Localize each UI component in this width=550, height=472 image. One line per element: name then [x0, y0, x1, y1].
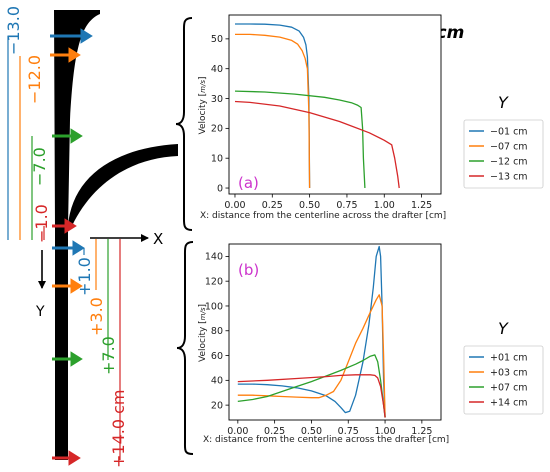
velocity-chart-downstream: 0.00 0.25 0.50 0.75 1.00 1.25 20 40 60 80 100 120 14… [198, 243, 449, 445]
x-axis-label: X [153, 230, 163, 248]
station-arrow-p3 [52, 278, 83, 294]
station-label-m13: −13.0 [4, 6, 23, 55]
plot-area [228, 14, 442, 195]
station-arrow-m1 [52, 218, 77, 234]
series-line [234, 90, 366, 189]
drafter-side-branch [68, 144, 178, 226]
drafter-diagram: X Y −13.0 −12.0 −7.0 −1.0 +1.0 +3.0 +7.0… [4, 6, 178, 468]
station-arrow-m7 [52, 128, 83, 144]
series-line [235, 33, 311, 189]
x-tick-label: 0.25 [262, 200, 283, 211]
y-tick-label: 120 [205, 276, 223, 287]
y-tick-label: 60 [211, 351, 223, 362]
x-tick-label: 1.25 [411, 200, 432, 211]
legend-entry: −12 cm [490, 157, 528, 168]
legend-box [463, 119, 544, 189]
legend-upstream: −01 cm −07 cm −12 cm −13 cm [463, 119, 544, 189]
station-arrow-m12 [50, 47, 81, 63]
series-line [237, 245, 386, 418]
y-tick-label: 40 [211, 64, 223, 75]
x-axis-label: X: distance from the centerline across t… [200, 211, 446, 221]
legend-entry: −13 cm [490, 172, 528, 183]
panel-label: (b) [238, 261, 259, 279]
y-tick-label: 0 [217, 183, 223, 194]
x-tick-label: 1.00 [374, 200, 395, 211]
x-axis-label: X: distance from the centerline across t… [203, 435, 449, 445]
series-line [234, 100, 400, 189]
legend-entry: −07 cm [490, 142, 528, 153]
y-axis-bracket: ] [198, 76, 208, 80]
station-arrow-p7 [52, 351, 83, 367]
series-line [237, 354, 386, 418]
y-axis-label: Y [35, 304, 45, 320]
y-tick-label: 50 [211, 34, 223, 45]
legend-entry: +03 cm [490, 368, 528, 379]
y-tick-label: 20 [211, 400, 223, 411]
brace-top [175, 17, 193, 231]
drafter-body-lower [55, 226, 68, 460]
x-tick-label: 0.00 [224, 200, 245, 211]
velocity-chart-upstream: 0.00 0.25 0.50 0.75 1.00 1.25 0 10 20 30 40 50 X: di… [198, 14, 446, 221]
station-label-p7: +7.0 [99, 336, 118, 375]
y-axis-label: Velocity [m/s] [198, 76, 208, 134]
brace-bottom [176, 241, 194, 455]
x-tick-label: 0.00 [227, 426, 248, 437]
station-arrow-m13 [50, 28, 93, 44]
panel-label: (a) [238, 174, 259, 192]
x-tick-label: 0.25 [264, 426, 285, 437]
legend-downstream: +01 cm +03 cm +07 cm +14 cm [463, 345, 544, 415]
station-label-p14: +14.0 cm [109, 390, 128, 469]
x-tick-label: 0.75 [336, 200, 357, 211]
legend-symbol-bottom: Y [498, 319, 509, 338]
legend-entry: +07 cm [490, 383, 528, 394]
x-tick-label: 0.50 [301, 426, 322, 437]
legend-box [463, 345, 544, 415]
station-label-m7: −7.0 [30, 147, 49, 186]
y-axis-unit: m/s [199, 80, 207, 93]
x-tick-label: 1.00 [374, 426, 395, 437]
station-label-p1: +1.0 [75, 257, 94, 296]
series-line [237, 374, 386, 418]
y-tick-label: 100 [205, 301, 223, 312]
y-tick-label: 30 [211, 94, 223, 105]
legend-entry: +14 cm [490, 398, 528, 409]
legend-symbol-top: Y [498, 93, 509, 112]
y-tick-label: 10 [211, 154, 223, 165]
y-axis-unit: m/s [199, 307, 207, 320]
plot-area [228, 243, 442, 421]
series-line [237, 294, 386, 418]
legend-entry: +01 cm [490, 353, 528, 364]
station-arrow-p1 [52, 240, 85, 256]
station-arrow-p14 [52, 450, 81, 466]
legend-entry: −01 cm [490, 127, 528, 138]
x-tick-label: 0.75 [338, 426, 359, 437]
y-tick-label: 140 [205, 252, 223, 263]
y-tick-label: 80 [211, 326, 223, 337]
y-axis-bracket: ] [198, 304, 208, 308]
station-label-m12: −12.0 [25, 55, 44, 104]
y-tick-label: 20 [211, 124, 223, 135]
y-tick-label: 40 [211, 376, 223, 387]
station-label-p3: +3.0 [87, 297, 106, 336]
station-label-m1: −1.0 [32, 204, 51, 243]
x-tick-label: 0.50 [299, 200, 320, 211]
x-tick-label: 1.25 [411, 426, 432, 437]
y-axis-label: Velocity [m/s] [198, 304, 208, 362]
drafter-body-upper [54, 10, 100, 228]
